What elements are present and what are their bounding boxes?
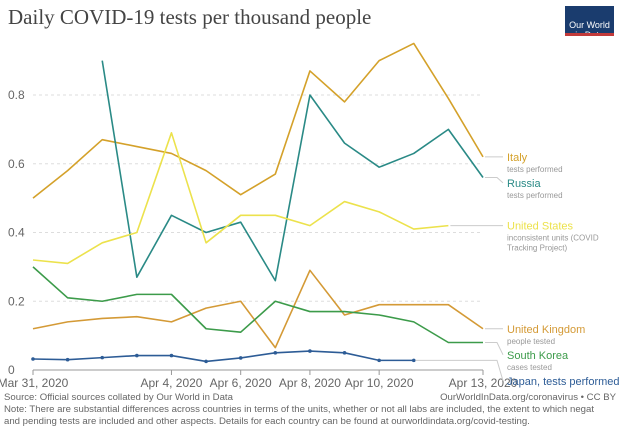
series-line (32, 350, 414, 363)
legend-series-sublabel: tests performed (507, 191, 563, 200)
data-point (273, 351, 278, 355)
source-note: Source: Official sources collated by Our… (4, 392, 233, 403)
data-point (100, 355, 105, 360)
note-line-2: and pending tests are included and other… (4, 416, 530, 427)
legend-series-sublabel: people tested (507, 337, 555, 346)
data-point (411, 358, 416, 363)
series-line (32, 42, 484, 199)
credit-link[interactable]: OurWorldInData.org/coronavirus • CC BY (440, 392, 616, 403)
y-tick-label: 0.6 (8, 157, 25, 171)
legend-series-sublabel: inconsistent units (COVID (507, 234, 599, 243)
x-tick-label: Apr 6, 2020 (210, 376, 272, 390)
chart-footer: Source: Official sources collated by Our… (4, 392, 616, 428)
y-tick-label: 0.2 (8, 294, 25, 308)
x-tick-label: Apr 8, 2020 (279, 376, 341, 390)
legend-series-name: United States (507, 221, 574, 233)
data-point (308, 349, 312, 353)
x-tick-label: Mar 31, 2020 (0, 376, 69, 390)
logo-underline (565, 33, 614, 36)
chart-title: Daily COVID-19 tests per thousand people (8, 5, 372, 29)
legend-series-name: South Korea (507, 350, 569, 362)
x-tick-label: Apr 10, 2020 (345, 376, 414, 390)
legend-series-sublabel: cases tested (507, 363, 552, 372)
data-point (377, 358, 381, 363)
data-point (342, 351, 347, 355)
legend-series-name: Italy (507, 152, 528, 164)
x-tick-label: Apr 13, 2020 (449, 376, 518, 390)
note-line-1: Note: There are substantial differences … (4, 404, 594, 415)
legend-series-name: Japan, tests performed (507, 376, 620, 388)
y-tick-label: 0.8 (8, 88, 25, 102)
legend-connector (485, 177, 504, 184)
series-line (32, 132, 449, 265)
series-line (101, 60, 484, 282)
series-line (32, 266, 483, 344)
y-tick-label: 0 (8, 363, 15, 377)
legend-series-sublabel: tests performed (507, 165, 563, 174)
data-point (135, 353, 139, 358)
data-point (31, 357, 35, 361)
y-tick-label: 0.4 (8, 226, 25, 240)
data-point (169, 353, 174, 358)
legend-series-name: United Kingdom (507, 324, 585, 336)
legend-series-sublabel: Tracking Project) (507, 244, 568, 253)
series-line (32, 269, 484, 349)
data-point (238, 356, 243, 360)
x-tick-label: Apr 4, 2020 (140, 376, 202, 390)
legend-connector (415, 359, 504, 381)
legend-connector (485, 342, 504, 355)
x-axis: Mar 31, 2020 Apr 4, 2020 Apr 6, 2020 Apr 8,… (0, 369, 518, 390)
series-lines (31, 42, 484, 364)
data-point (204, 359, 208, 364)
owid-logo[interactable]: Our World in Data (565, 6, 614, 40)
data-point (65, 357, 70, 362)
grid-lines (33, 94, 483, 302)
y-axis-ticks: 0 0.2 0.4 0.6 0.8 (8, 88, 25, 377)
line-chart: 0 0.2 0.4 0.6 0.8 Mar 31, 2020 Apr 4, 2020 Apr… (0, 42, 620, 390)
legend-series-name: Russia (507, 178, 542, 190)
